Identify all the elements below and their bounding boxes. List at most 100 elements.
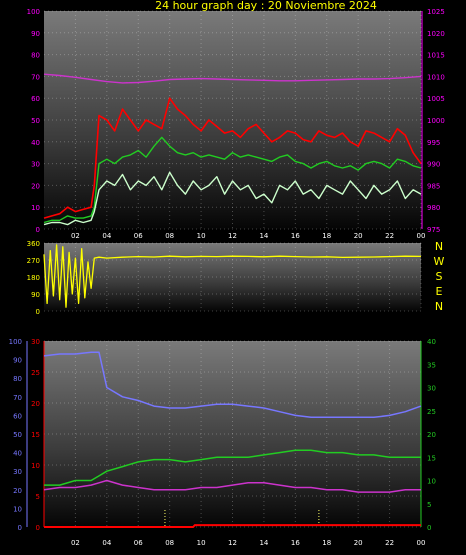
temperature-tick-label: 0 [427,524,431,532]
pressure-right-axis: 975 980 985 990 995 1000 1005 1010 1015 1020 1025 [427,8,445,234]
wind-x-tick-label: 10 [197,232,206,240]
wind-left-tick-label: 30 [31,161,40,169]
wind-x-tick-label: 04 [102,232,111,240]
wind-x-tick-label: 22 [385,232,394,240]
humidity-tick-label: 30 [13,468,22,476]
wind-x-axis: 02 04 06 08 10 12 14 16 18 20 22 00 [71,232,426,240]
wind-left-tick-label: 80 [31,52,40,60]
series-line-average [43,136,422,224]
pressure-tick-label: 1015 [427,52,445,60]
chart-title: 24 hour graph day : 20 Noviembre 2024 [155,0,377,12]
temperature-x-tick-label: 04 [102,539,111,547]
temperature-x-tick-label: 14 [259,539,268,547]
humidity-tick-label: 20 [13,487,22,495]
temperature-x-tick-label: 12 [228,539,237,547]
temperature-x-tick-label: 10 [197,539,206,547]
temperature-x-tick-label: 20 [354,539,363,547]
temperature-tick-label: 35 [427,361,436,369]
series-line-dewpoint [43,479,421,493]
series-line-gust [43,97,422,219]
wind-x-tick-label: 08 [165,232,174,240]
wind-grid [44,10,422,230]
wind-series [43,73,422,226]
wind-left-axis: 0 10 20 30 40 50 60 70 80 90 100 [27,8,40,234]
humidity-tick-label: 0 [18,524,22,532]
temperature-tick-label: 25 [427,408,436,416]
wind-x-tick-label: 00 [417,232,426,240]
pressure-tick-label: 975 [427,226,440,234]
compass-label: N [435,240,443,253]
wind-left-tick-label: 90 [31,30,40,38]
wind-left-tick-label: 50 [31,117,40,125]
direction-tick-label: 0 [36,308,40,316]
rain-tick-label: 20 [31,400,40,408]
wind-x-tick-label: 18 [322,232,331,240]
temperature-humidity-panel: 0 10 20 30 40 50 60 70 80 90 100 0 5 10 15 20 25 30 0 5 10… [9,338,436,547]
temperature-tick-label: 40 [427,338,436,346]
humidity-tick-label: 60 [13,412,22,420]
direction-tick-label: 90 [31,291,40,299]
humidity-tick-label: 80 [13,375,22,383]
pressure-tick-label: 1005 [427,95,445,103]
pressure-tick-label: 985 [427,182,440,190]
temperature-grid [44,340,422,528]
wind-x-tick-label: 16 [291,232,300,240]
rain-tick-label: 30 [31,338,40,346]
direction-tick-label: 270 [27,257,40,265]
compass-label: N [435,300,443,313]
humidity-tick-label: 40 [13,450,22,458]
temperature-series [43,351,422,528]
wind-left-tick-label: 10 [31,204,40,212]
series-line-humidity [43,351,422,419]
series-line-temperature [44,449,421,486]
pressure-tick-label: 1010 [427,73,445,81]
temperature-plot-area [44,341,421,527]
direction-grid [44,242,422,312]
wind-left-tick-label: 20 [31,182,40,190]
pressure-tick-label: 1020 [427,30,445,38]
pressure-tick-label: 995 [427,139,440,147]
temperature-tick-label: 10 [427,478,436,486]
wind-x-tick-label: 20 [354,232,363,240]
temperature-tick-label: 15 [427,454,436,462]
humidity-tick-label: 90 [13,357,22,365]
wind-x-tick-label: 14 [259,232,268,240]
rain-axis: 0 5 10 15 20 25 30 [31,338,40,532]
direction-tick-label: 180 [27,274,40,282]
direction-plot-area [44,243,421,311]
pressure-tick-label: 990 [427,161,440,169]
series-line-wind [43,171,422,226]
humidity-tick-label: 10 [13,505,22,513]
wind-left-tick-label: 100 [27,8,40,16]
humidity-tick-label: 50 [13,431,22,439]
rain-tick-label: 25 [31,369,40,377]
rain-tick-label: 10 [31,462,40,470]
temperature-x-tick-label: 00 [417,539,426,547]
wind-left-tick-label: 40 [31,139,40,147]
humidity-tick-label: 100 [9,338,22,346]
wind-left-tick-label: 0 [36,226,40,234]
compass-label: W [434,255,445,268]
temperature-x-tick-label: 22 [385,539,394,547]
series-line-pressure [43,73,422,84]
temperature-x-tick-label: 02 [71,539,80,547]
wind-left-tick-label: 60 [31,95,40,103]
compass-label: S [436,270,443,283]
temperature-x-tick-label: 16 [291,539,300,547]
temperature-x-tick-label: 06 [134,539,143,547]
wind-x-tick-label: 02 [71,232,80,240]
series-line-rain [44,524,421,528]
wind-x-tick-label: 12 [228,232,237,240]
pressure-tick-label: 980 [427,204,440,212]
temperature-tick-label: 5 [427,501,431,509]
rain-tick-label: 0 [36,524,40,532]
wind-left-tick-label: 70 [31,73,40,81]
temperature-axis: 0 5 10 15 20 25 30 35 40 [427,338,436,532]
compass-label: E [436,285,443,298]
wind-x-tick-label: 06 [134,232,143,240]
pressure-tick-label: 1025 [427,8,445,16]
rain-tick-label: 5 [36,493,40,501]
temperature-x-tick-label: 08 [165,539,174,547]
